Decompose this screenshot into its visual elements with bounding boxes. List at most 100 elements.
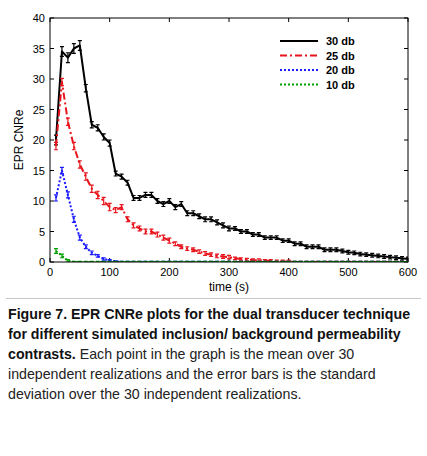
y-tick-right: [404, 109, 408, 110]
error-bar: [155, 199, 159, 204]
caption-rule: [6, 298, 421, 299]
error-bar: [96, 255, 100, 257]
error-bar: [78, 161, 82, 168]
error-bar: [78, 235, 82, 240]
x-tick-label: 400: [279, 266, 297, 278]
error-bar: [66, 118, 70, 125]
error-bar: [346, 250, 350, 254]
error-bar: [114, 171, 118, 176]
error-bar: [161, 202, 165, 207]
x-tick-label: 500: [339, 266, 357, 278]
error-bar: [114, 208, 118, 213]
error-bar: [239, 258, 243, 260]
y-tick-right: [404, 48, 408, 49]
legend-label: 30 db: [326, 35, 355, 47]
series-line: [56, 171, 408, 263]
error-bar: [72, 216, 76, 222]
x-tick-top: [229, 18, 230, 22]
error-bar: [340, 249, 344, 253]
legend-label: 10 db: [326, 79, 355, 91]
error-bar: [263, 236, 267, 240]
error-bar: [358, 252, 362, 256]
legend-label: 20 db: [326, 64, 355, 76]
legend-swatch: [280, 84, 318, 86]
plot-area: [50, 18, 408, 262]
error-bar: [215, 220, 219, 225]
error-bar: [197, 250, 201, 254]
error-bar: [167, 238, 171, 243]
y-tick-label: 20: [33, 134, 45, 146]
error-bar: [239, 230, 243, 234]
error-bar: [138, 196, 142, 201]
error-bar: [96, 125, 100, 131]
error-bar: [221, 255, 225, 259]
error-bar: [108, 140, 112, 146]
error-bar: [251, 233, 255, 237]
error-bar: [72, 142, 76, 149]
legend-label: 25 db: [326, 50, 355, 62]
series-line: [56, 82, 408, 262]
x-axis-label: time (s): [209, 280, 249, 294]
error-bar: [370, 253, 374, 257]
error-bar: [221, 223, 225, 228]
x-tick-label: 300: [220, 266, 238, 278]
y-axis-label: EPR CNRe: [12, 109, 26, 170]
error-bar: [209, 253, 213, 257]
error-bar: [102, 197, 106, 204]
y-tick-right: [404, 201, 408, 202]
error-bar: [161, 235, 165, 240]
error-bar: [173, 242, 177, 246]
error-bar: [227, 226, 231, 231]
x-tick-top: [169, 18, 170, 22]
x-tick-top: [109, 18, 110, 22]
error-bar: [197, 214, 201, 219]
error-bar: [60, 167, 64, 173]
plot-frame: [50, 18, 408, 262]
x-tick-top: [288, 18, 289, 22]
error-bar: [287, 239, 291, 243]
error-bar: [102, 258, 106, 260]
error-bar: [84, 84, 88, 91]
error-bar: [382, 255, 386, 259]
error-bar: [322, 248, 326, 252]
error-bar: [227, 255, 231, 259]
error-bar: [155, 232, 159, 237]
error-bar: [149, 192, 153, 197]
chart: 01002003004005006000510152025303540time …: [0, 0, 427, 300]
error-bar: [191, 211, 195, 216]
error-bar: [167, 199, 171, 204]
error-bar: [66, 53, 70, 63]
error-bar: [185, 247, 189, 251]
caption: Figure 7. EPR CNRe plots for the dual tr…: [8, 304, 420, 404]
y-tick: [50, 140, 54, 141]
error-bar: [78, 41, 82, 51]
error-bar: [84, 245, 88, 249]
error-bar: [305, 245, 309, 249]
error-bar: [317, 245, 321, 249]
x-tick-label: 200: [160, 266, 178, 278]
error-bar: [120, 205, 124, 210]
error-bar: [54, 249, 58, 254]
y-tick: [50, 109, 54, 110]
error-bar: [54, 195, 58, 201]
error-bar: [149, 229, 153, 234]
error-bar: [257, 233, 261, 237]
error-bar: [299, 242, 303, 246]
y-tick: [50, 231, 54, 232]
y-tick-right: [404, 79, 408, 80]
y-tick-label: 40: [33, 12, 45, 24]
error-bar: [126, 180, 130, 185]
error-bar: [269, 236, 273, 240]
error-bar: [215, 254, 219, 258]
y-tick-label: 10: [33, 195, 45, 207]
error-bar: [90, 185, 94, 192]
legend-box: [272, 32, 402, 96]
error-bar: [72, 44, 76, 54]
error-bar: [233, 257, 237, 259]
x-tick-label: 100: [100, 266, 118, 278]
error-bar: [126, 217, 130, 222]
error-bar: [352, 251, 356, 255]
error-bar: [203, 252, 207, 256]
y-tick-label: 25: [33, 104, 45, 116]
error-bar: [394, 256, 398, 260]
